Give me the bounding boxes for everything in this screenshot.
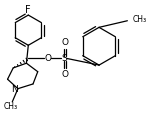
Text: CH₃: CH₃ bbox=[133, 15, 147, 24]
Text: O: O bbox=[45, 54, 52, 63]
Text: CH₃: CH₃ bbox=[3, 102, 17, 111]
Text: O: O bbox=[62, 38, 69, 47]
Text: F: F bbox=[25, 5, 31, 15]
Text: S: S bbox=[61, 54, 67, 63]
Text: O: O bbox=[62, 70, 69, 79]
Text: N: N bbox=[11, 85, 17, 94]
